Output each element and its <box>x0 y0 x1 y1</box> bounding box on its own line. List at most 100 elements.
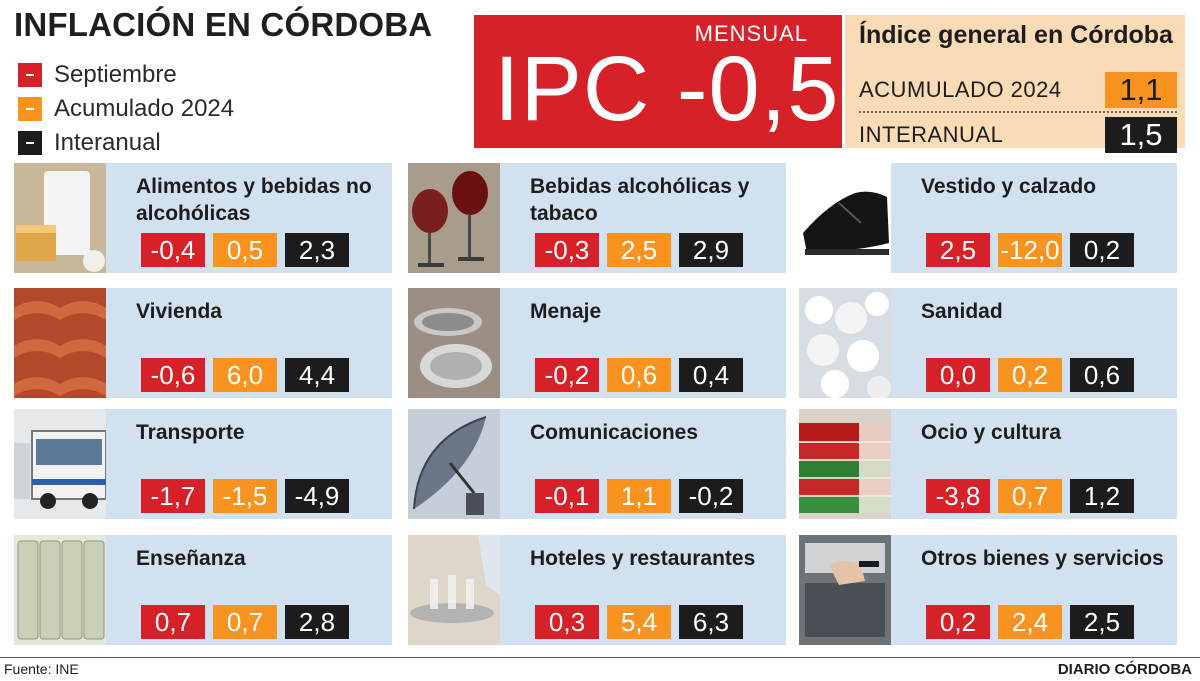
category-card: Hoteles y restaurantes 0,3 5,4 6,3 <box>408 535 786 645</box>
category-card: Otros bienes y servicios 0,2 2,4 2,5 <box>799 535 1177 645</box>
category-values: 0,7 0,7 2,8 <box>141 605 349 639</box>
ipc-period-label: MENSUAL <box>694 21 808 46</box>
category-values: 2,5 -12,0 0,2 <box>926 233 1134 267</box>
value-acumulado-2024: -1,5 <box>213 479 277 513</box>
value-interanual: 4,4 <box>285 358 349 392</box>
value-interanual: 1,2 <box>1070 479 1134 513</box>
category-card: Vestido y calzado 2,5 -12,0 0,2 <box>799 163 1177 273</box>
category-values: -0,1 1,1 -0,2 <box>535 479 743 513</box>
publisher-brand: DIARIO CÓRDOBA <box>1057 661 1192 678</box>
category-name: Vivienda <box>136 300 222 323</box>
value-septiembre: -0,3 <box>535 233 599 267</box>
category-name: Enseñanza <box>136 547 246 570</box>
category-values: -3,8 0,7 1,2 <box>926 479 1134 513</box>
shoe-photo <box>799 163 891 273</box>
value-interanual: -0,2 <box>679 479 743 513</box>
legend-label: Acumulado 2024 <box>54 95 235 122</box>
index-row-acumulado: ACUMULADO 2024 1,1 <box>859 69 1177 113</box>
value-septiembre: 0,7 <box>141 605 205 639</box>
category-values: 0,0 0,2 0,6 <box>926 358 1134 392</box>
legend-swatch-red <box>18 63 42 87</box>
category-name: Transporte <box>136 421 245 444</box>
ipc-headline-value: IPC -0,5 <box>494 38 840 140</box>
category-card: Bebidas alcohólicas y tabaco -0,3 2,5 2,9 <box>408 163 786 273</box>
category-card: Enseñanza 0,7 0,7 2,8 <box>14 535 392 645</box>
value-septiembre: 0,2 <box>926 605 990 639</box>
wine-glasses-photo <box>408 163 500 273</box>
satellite-dish-photo <box>408 409 500 519</box>
value-septiembre: -0,6 <box>141 358 205 392</box>
legend-label: Septiembre <box>54 61 177 88</box>
legend-item-acumulado: Acumulado 2024 <box>18 92 234 126</box>
page-title: INFLACIÓN EN CÓRDOBA <box>14 6 433 43</box>
value-interanual: 2,3 <box>285 233 349 267</box>
milk-cheese-photo <box>14 163 106 273</box>
value-interanual: 2,5 <box>1070 605 1134 639</box>
category-card: Alimentos y bebidas no alcohólicas -0,4 0,… <box>14 163 392 273</box>
category-name: Alimentos y bebidas no alcohólicas <box>136 175 372 225</box>
index-row-value: 1,5 <box>1105 117 1177 153</box>
category-name: Bebidas alcohólicas y tabaco <box>530 175 750 225</box>
category-values: 0,2 2,4 2,5 <box>926 605 1134 639</box>
legend-swatch-orange <box>18 97 42 121</box>
general-index-title: Índice general en Córdoba <box>859 21 1173 49</box>
category-values: -1,7 -1,5 -4,9 <box>141 479 349 513</box>
value-acumulado-2024: 2,5 <box>607 233 671 267</box>
general-index-box: Índice general en Córdoba ACUMULADO 2024… <box>845 15 1185 153</box>
value-septiembre: 0,0 <box>926 358 990 392</box>
value-acumulado-2024: 6,0 <box>213 358 277 392</box>
value-septiembre: -0,4 <box>141 233 205 267</box>
legend: Septiembre Acumulado 2024 Interanual <box>18 58 234 160</box>
category-name: Ocio y cultura <box>921 421 1062 444</box>
value-acumulado-2024: 1,1 <box>607 479 671 513</box>
cookware-photo <box>408 288 500 398</box>
value-acumulado-2024: 0,6 <box>607 358 671 392</box>
pills-photo <box>799 288 891 398</box>
source-credit: Fuente: INE <box>4 661 79 677</box>
value-acumulado-2024: 0,7 <box>213 605 277 639</box>
legend-item-interanual: Interanual <box>18 126 234 160</box>
atm-photo <box>799 535 891 645</box>
value-septiembre: 2,5 <box>926 233 990 267</box>
category-card: Comunicaciones -0,1 1,1 -0,2 <box>408 409 786 519</box>
value-interanual: 2,9 <box>679 233 743 267</box>
roof-tiles-photo <box>14 288 106 398</box>
category-card: Vivienda -0,6 6,0 4,4 <box>14 288 392 398</box>
value-acumulado-2024: 5,4 <box>607 605 671 639</box>
category-values: -0,3 2,5 2,9 <box>535 233 743 267</box>
legend-item-septiembre: Septiembre <box>18 58 234 92</box>
value-interanual: -4,9 <box>285 479 349 513</box>
value-acumulado-2024: 2,4 <box>998 605 1062 639</box>
category-values: -0,4 0,5 2,3 <box>141 233 349 267</box>
value-septiembre: 0,3 <box>535 605 599 639</box>
footer-divider <box>0 657 1200 658</box>
category-values: -0,6 6,0 4,4 <box>141 358 349 392</box>
ipc-monthly-box: MENSUAL IPC -0,5 <box>474 15 842 148</box>
value-interanual: 6,3 <box>679 605 743 639</box>
category-name: Menaje <box>530 300 602 323</box>
legend-label: Interanual <box>54 129 161 156</box>
category-card: Transporte -1,7 -1,5 -4,9 <box>14 409 392 519</box>
index-row-interanual: INTERANUAL 1,5 <box>859 115 1177 155</box>
category-card: Ocio y cultura -3,8 0,7 1,2 <box>799 409 1177 519</box>
value-septiembre: -3,8 <box>926 479 990 513</box>
value-acumulado-2024: 0,2 <box>998 358 1062 392</box>
waiter-tray-photo <box>408 535 500 645</box>
value-interanual: 0,2 <box>1070 233 1134 267</box>
value-interanual: 0,6 <box>1070 358 1134 392</box>
category-values: -0,2 0,6 0,4 <box>535 358 743 392</box>
category-name: Comunicaciones <box>530 421 699 444</box>
category-name: Vestido y calzado <box>921 175 1097 198</box>
value-interanual: 2,8 <box>285 605 349 639</box>
category-card: Menaje -0,2 0,6 0,4 <box>408 288 786 398</box>
value-septiembre: -1,7 <box>141 479 205 513</box>
value-septiembre: -0,1 <box>535 479 599 513</box>
index-row-label: ACUMULADO 2024 <box>859 77 1062 102</box>
category-name: Sanidad <box>921 300 1003 323</box>
value-acumulado-2024: -12,0 <box>998 233 1062 267</box>
legend-swatch-black <box>18 131 42 155</box>
index-row-label: INTERANUAL <box>859 122 1004 147</box>
value-septiembre: -0,2 <box>535 358 599 392</box>
bus-photo <box>14 409 106 519</box>
category-name: Hoteles y restaurantes <box>530 547 756 570</box>
